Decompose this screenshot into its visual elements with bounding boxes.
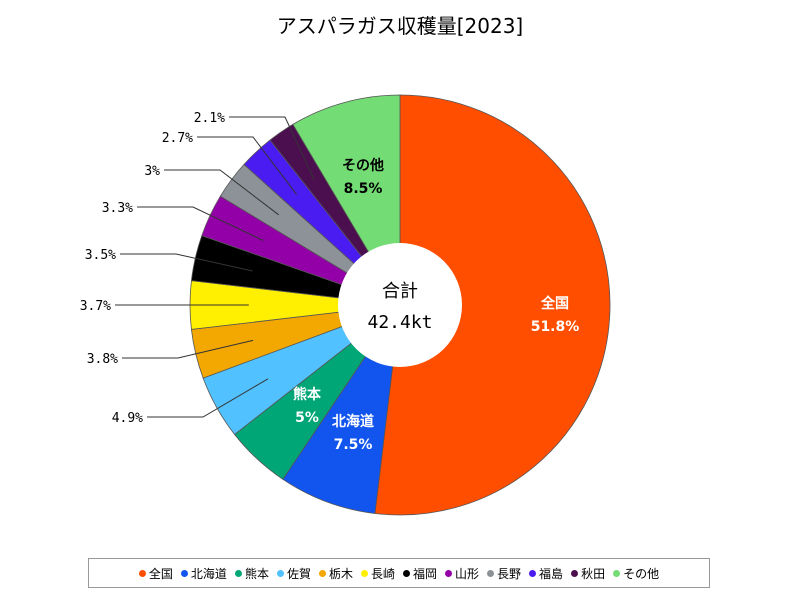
legend-swatch	[487, 569, 495, 577]
legend-label: その他	[623, 566, 660, 581]
slice-pct-label-5: 3.7%	[80, 299, 111, 314]
legend-label: 北海道	[190, 566, 227, 581]
legend-swatch	[138, 569, 146, 577]
legend-swatch	[403, 569, 410, 577]
chart-title: アスパラガス収穫量[2023]	[277, 14, 524, 38]
slice-pct-label-10: 2.1%	[194, 111, 225, 126]
leader-line-8	[164, 169, 279, 216]
slice-pct-label-2: 5%	[295, 410, 319, 426]
legend-swatch	[360, 569, 368, 577]
slice-pct-label-3: 4.9%	[112, 411, 143, 426]
legend-label: 全国	[148, 566, 173, 581]
leader-line-3	[147, 378, 269, 418]
legend-label: 福岡	[413, 566, 438, 581]
slice-name-label-0: 全国	[540, 295, 569, 312]
center-label: 合計	[382, 281, 418, 302]
legend-item-3: 佐賀	[276, 565, 311, 582]
leader-line-4	[122, 339, 254, 359]
legend-item-2: 熊本	[234, 565, 269, 582]
legend-item-0: 全国	[138, 565, 173, 582]
slice-pct-label-8: 3%	[144, 164, 160, 179]
legend-label: 佐賀	[286, 566, 311, 581]
legend-item-1: 北海道	[180, 565, 227, 582]
slice-pct-label-0: 51.8%	[531, 319, 580, 335]
chart-legend: 全国 北海道 熊本 佐賀 栃木 長崎 福岡 山形 長野 福島 秋田 その他	[88, 558, 710, 588]
legend-swatch	[445, 569, 453, 577]
legend-swatch	[613, 569, 621, 577]
legend-item-9: 福島	[529, 565, 563, 582]
legend-item-7: 山形	[445, 565, 479, 582]
leader-line-7	[137, 206, 264, 241]
slice-pct-label-1: 7.5%	[334, 437, 373, 453]
legend-label: 栃木	[328, 566, 353, 581]
legend-label: 福島	[539, 566, 564, 581]
legend-swatch	[529, 569, 537, 577]
slice-pct-label-4: 3.8%	[87, 352, 118, 367]
legend-swatch	[571, 569, 579, 577]
slice-pct-label-7: 3.3%	[102, 201, 133, 216]
legend-label: 秋田	[581, 566, 606, 581]
legend-item-10: 秋田	[571, 565, 605, 582]
legend-swatch	[318, 569, 326, 577]
leader-line-10	[229, 116, 315, 181]
leader-line-9	[197, 136, 298, 195]
legend-item-4: 栃木	[318, 565, 353, 582]
center-value: 42.4kt	[367, 312, 432, 333]
slice-name-label-11: その他	[342, 157, 384, 174]
slice-name-label-2: 熊本	[293, 386, 322, 403]
legend-item-8: 長野	[487, 565, 521, 582]
legend-label: 山形	[455, 566, 480, 581]
legend-label: 熊本	[244, 566, 269, 581]
leader-lines	[115, 116, 315, 418]
legend-swatch	[276, 569, 284, 577]
legend-label: 長崎	[370, 566, 395, 581]
legend-swatch	[180, 569, 188, 577]
donut-hole	[338, 243, 462, 367]
legend-item-5: 長崎	[360, 565, 395, 582]
legend-item-11: その他	[613, 565, 659, 582]
leader-line-6	[120, 253, 253, 272]
slice-pct-label-9: 2.7%	[162, 131, 193, 146]
legend-label: 長野	[497, 566, 522, 581]
pie-slice-0	[374, 94, 611, 516]
slice-name-label-1: 北海道	[332, 413, 374, 430]
slice-pct-label-6: 3.5%	[85, 248, 116, 263]
slice-pct-label-11: 8.5%	[344, 181, 383, 197]
slice-labels: 全国 51.8% 北海道 7.5% 熊本 5% 4.9% 3.8% 3.7% 3.5% 3.3% 3%…	[80, 111, 580, 453]
legend-swatch	[234, 569, 242, 577]
legend-item-6: 福岡	[403, 565, 437, 582]
